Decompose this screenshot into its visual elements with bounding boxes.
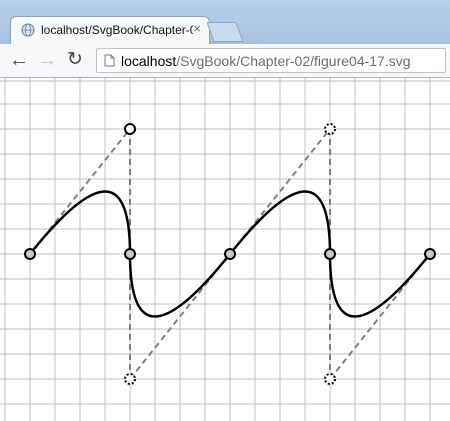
control-line bbox=[29, 128, 131, 255]
browser-tab[interactable]: localhost/SvgBook/Chapter-02/figure04-17… bbox=[10, 16, 210, 44]
title-bar: localhost/SvgBook/Chapter-02/figure04-17… bbox=[0, 0, 450, 44]
forward-icon[interactable]: → bbox=[37, 49, 57, 71]
globe-icon bbox=[21, 23, 35, 37]
control-point bbox=[324, 123, 336, 135]
address-bar[interactable]: localhost/SvgBook/Chapter-02/figure04-17… bbox=[96, 48, 446, 73]
anchor-point bbox=[324, 248, 336, 260]
control-point bbox=[124, 373, 136, 385]
grid bbox=[0, 78, 450, 421]
anchor-points bbox=[24, 248, 436, 260]
page-icon bbox=[104, 54, 115, 67]
toolbar: ← → ↻ localhost/SvgBook/Chapter-02/figur… bbox=[0, 44, 450, 78]
close-icon[interactable]: × bbox=[193, 21, 201, 36]
anchor-point bbox=[124, 248, 136, 260]
back-icon[interactable]: ← bbox=[9, 49, 29, 71]
anchor-point bbox=[424, 248, 436, 260]
svg-figure bbox=[0, 78, 450, 421]
control-point bbox=[124, 123, 136, 135]
control-points bbox=[124, 123, 336, 385]
page-viewport bbox=[0, 78, 450, 421]
control-point bbox=[324, 373, 336, 385]
control-line bbox=[229, 128, 331, 255]
url-host: localhost bbox=[121, 53, 177, 69]
reload-icon[interactable]: ↻ bbox=[67, 49, 83, 70]
address-text: localhost/SvgBook/Chapter-02/figure04-17… bbox=[121, 53, 411, 69]
tab-title: localhost/SvgBook/Chapter-02/figure04-17… bbox=[41, 23, 193, 37]
new-tab-button[interactable] bbox=[206, 22, 244, 42]
anchor-point bbox=[24, 248, 36, 260]
anchor-point bbox=[224, 248, 236, 260]
url-path: /SvgBook/Chapter-02/figure04-17.svg bbox=[176, 53, 411, 69]
